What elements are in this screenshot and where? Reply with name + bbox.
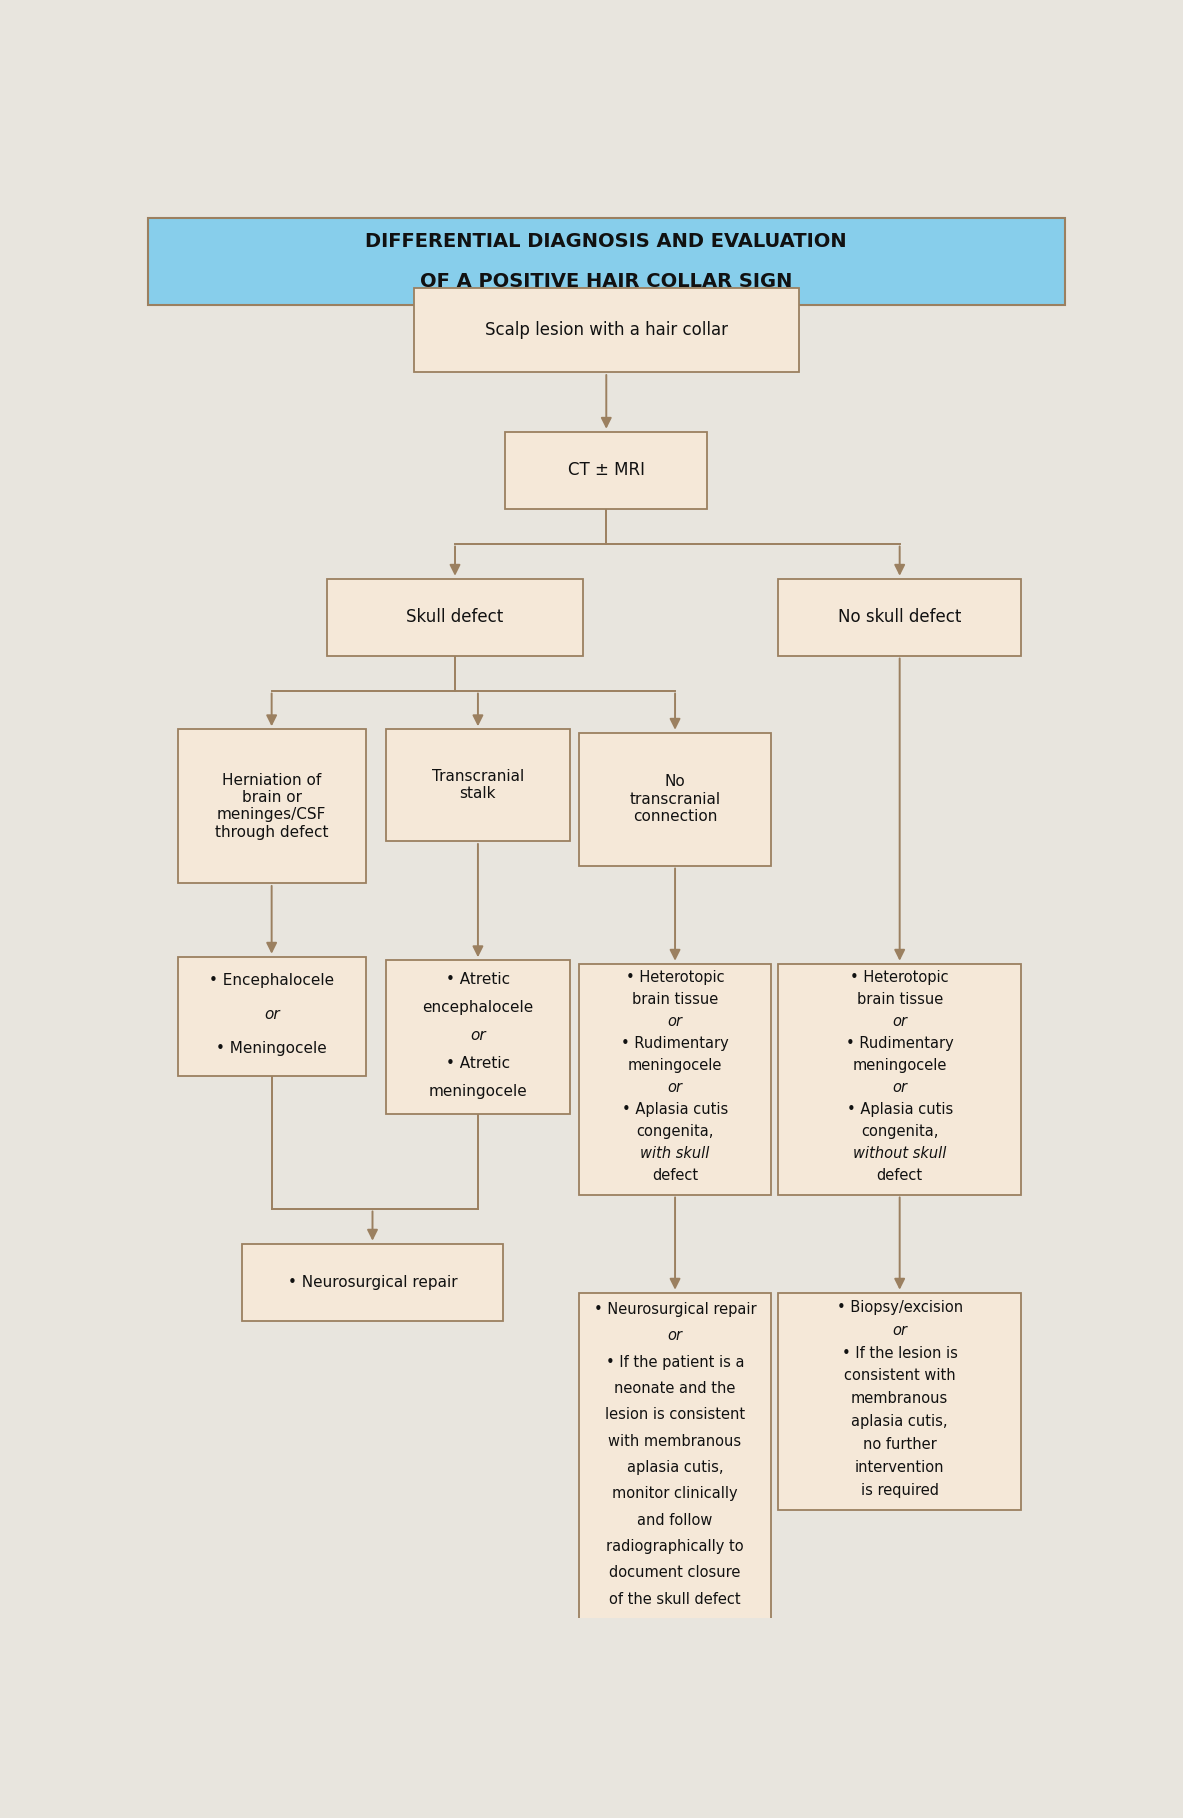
Text: congenita,: congenita, (636, 1124, 713, 1140)
Text: document closure: document closure (609, 1565, 741, 1580)
Text: with membranous: with membranous (608, 1434, 742, 1449)
Text: • Neurosurgical repair: • Neurosurgical repair (287, 1274, 458, 1289)
Text: of the skull defect: of the skull defect (609, 1591, 741, 1607)
Text: meningocele: meningocele (628, 1058, 723, 1073)
Text: • Meningocele: • Meningocele (216, 1042, 327, 1056)
FancyBboxPatch shape (778, 578, 1021, 656)
FancyBboxPatch shape (177, 729, 366, 884)
Text: or: or (264, 1007, 279, 1022)
Text: • Encephalocele: • Encephalocele (209, 973, 335, 987)
Text: meningocele: meningocele (853, 1058, 946, 1073)
Text: neonate and the: neonate and the (614, 1382, 736, 1396)
Text: brain tissue: brain tissue (856, 993, 943, 1007)
Text: or: or (470, 1029, 486, 1044)
Text: • Atretic: • Atretic (446, 973, 510, 987)
Text: and follow: and follow (638, 1513, 712, 1527)
Text: aplasia cutis,: aplasia cutis, (627, 1460, 723, 1474)
Text: Herniation of
brain or
meninges/CSF
through defect: Herniation of brain or meninges/CSF thro… (215, 773, 329, 840)
Text: Transcranial
stalk: Transcranial stalk (432, 769, 524, 802)
Text: • Aplasia cutis: • Aplasia cutis (847, 1102, 952, 1118)
Text: defect: defect (877, 1169, 923, 1184)
Text: defect: defect (652, 1169, 698, 1184)
Text: • Neurosurgical repair: • Neurosurgical repair (594, 1302, 756, 1318)
Text: meningocele: meningocele (428, 1084, 528, 1100)
Text: or: or (667, 1329, 683, 1344)
Text: or: or (667, 1080, 683, 1096)
Text: lesion is consistent: lesion is consistent (605, 1407, 745, 1422)
Text: intervention: intervention (855, 1460, 944, 1474)
Text: congenita,: congenita, (861, 1124, 938, 1140)
Text: • Heterotopic: • Heterotopic (851, 971, 949, 985)
Text: with skull: with skull (640, 1147, 710, 1162)
Text: no further: no further (862, 1436, 937, 1453)
FancyBboxPatch shape (414, 289, 799, 373)
FancyBboxPatch shape (386, 729, 570, 842)
Text: aplasia cutis,: aplasia cutis, (852, 1414, 948, 1429)
Text: or: or (667, 1014, 683, 1029)
FancyBboxPatch shape (778, 964, 1021, 1194)
FancyBboxPatch shape (327, 578, 583, 656)
Text: CT ± MRI: CT ± MRI (568, 462, 645, 480)
Text: consistent with: consistent with (843, 1369, 956, 1383)
Text: Skull defect: Skull defect (407, 607, 504, 625)
FancyBboxPatch shape (148, 218, 1065, 305)
Text: radiographically to: radiographically to (606, 1540, 744, 1554)
Text: membranous: membranous (851, 1391, 949, 1407)
Text: DIFFERENTIAL DIAGNOSIS AND EVALUATION: DIFFERENTIAL DIAGNOSIS AND EVALUATION (366, 233, 847, 251)
Text: without skull: without skull (853, 1147, 946, 1162)
FancyBboxPatch shape (177, 956, 366, 1076)
Text: • If the patient is a: • If the patient is a (606, 1354, 744, 1369)
FancyBboxPatch shape (578, 964, 771, 1194)
Text: No skull defect: No skull defect (838, 607, 962, 625)
Text: • Aplasia cutis: • Aplasia cutis (622, 1102, 729, 1118)
Text: • Rudimentary: • Rudimentary (846, 1036, 953, 1051)
Text: • Heterotopic: • Heterotopic (626, 971, 724, 985)
Text: No
transcranial
connection: No transcranial connection (629, 774, 720, 824)
Text: is required: is required (861, 1483, 938, 1498)
Text: brain tissue: brain tissue (632, 993, 718, 1007)
Text: Scalp lesion with a hair collar: Scalp lesion with a hair collar (485, 322, 728, 340)
Text: or: or (892, 1324, 907, 1338)
Text: OF A POSITIVE HAIR COLLAR SIGN: OF A POSITIVE HAIR COLLAR SIGN (420, 271, 793, 291)
Text: • Biopsy/excision: • Biopsy/excision (836, 1300, 963, 1314)
Text: or: or (892, 1080, 907, 1096)
Text: • If the lesion is: • If the lesion is (842, 1345, 957, 1360)
FancyBboxPatch shape (578, 1293, 771, 1622)
FancyBboxPatch shape (386, 960, 570, 1114)
FancyBboxPatch shape (505, 431, 707, 509)
FancyBboxPatch shape (578, 733, 771, 865)
Text: monitor clinically: monitor clinically (613, 1487, 738, 1502)
Text: or: or (892, 1014, 907, 1029)
FancyBboxPatch shape (778, 1293, 1021, 1509)
Text: • Atretic: • Atretic (446, 1056, 510, 1071)
Text: • Rudimentary: • Rudimentary (621, 1036, 729, 1051)
FancyBboxPatch shape (241, 1244, 503, 1320)
Text: encephalocele: encephalocele (422, 1000, 534, 1014)
